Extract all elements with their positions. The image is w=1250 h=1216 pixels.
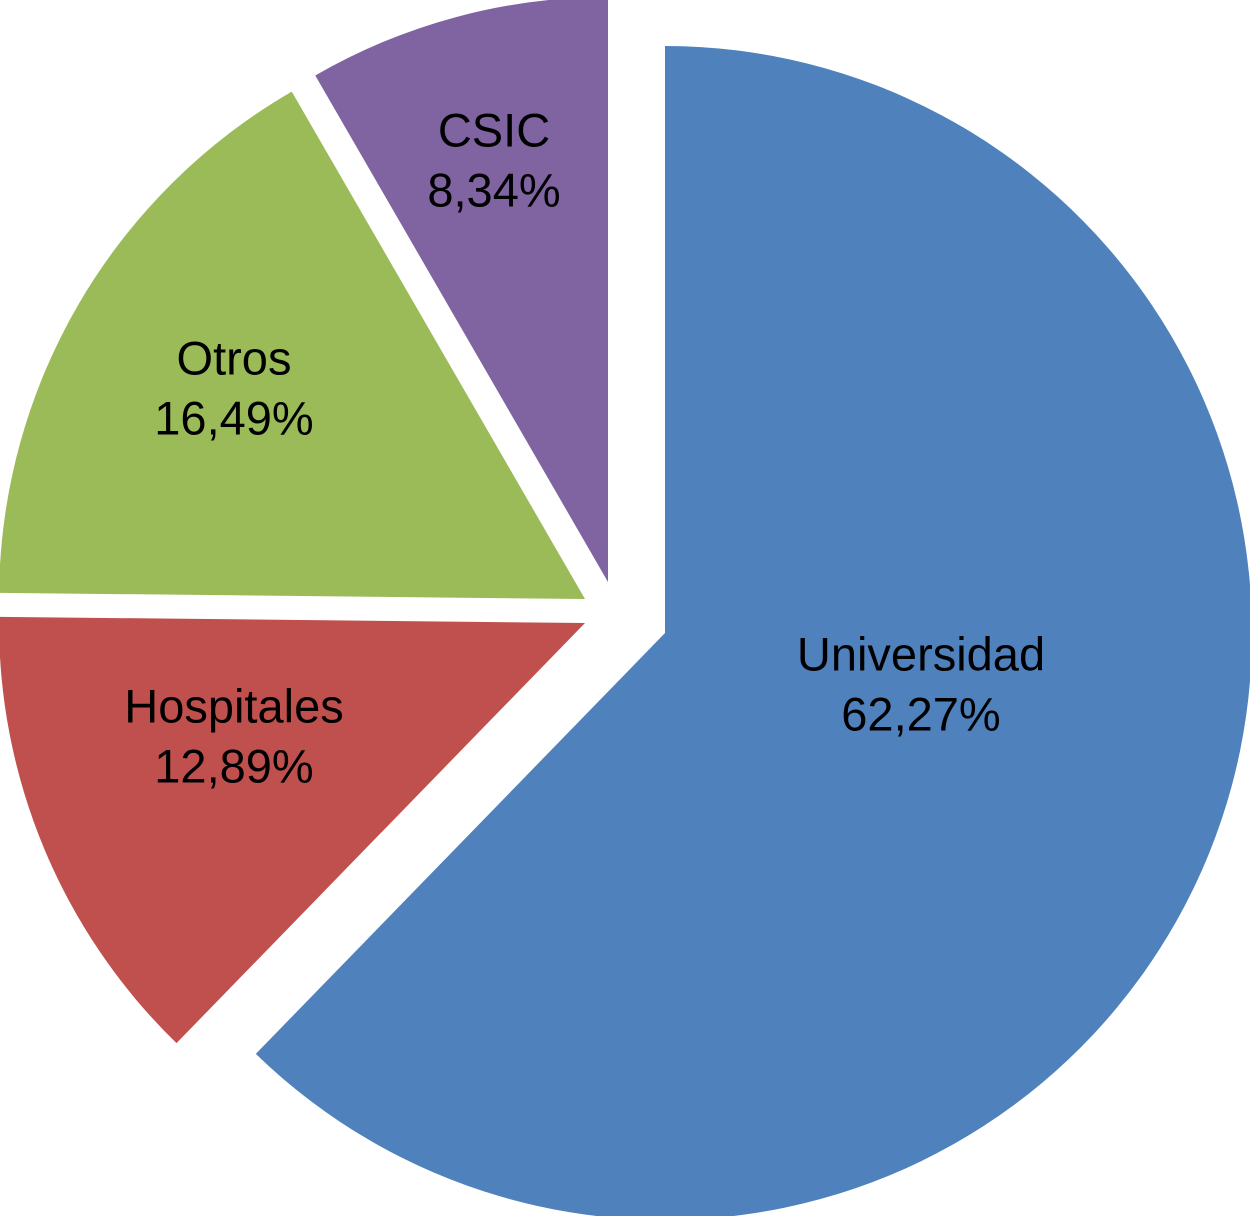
slice-name-label-csic: CSIC [438, 103, 550, 156]
pie-slice-csic [315, 0, 608, 582]
slice-value-label-otros: 16,49% [154, 391, 313, 444]
pie-labels: Universidad 62,27% Hospitales 12,89% Otros 16… [124, 103, 1045, 792]
slice-name-label-universidad: Universidad [797, 627, 1045, 680]
pie-slice-hospitales [0, 616, 585, 1044]
slice-name-label-otros: Otros [177, 331, 292, 384]
slice-value-label-universidad: 62,27% [841, 687, 1000, 740]
slice-value-label-hospitales: 12,89% [154, 739, 313, 792]
slice-name-label-hospitales: Hospitales [124, 679, 343, 732]
pie-slice-universidad [255, 46, 1250, 1216]
slice-value-label-csic: 8,34% [427, 163, 560, 216]
pie-slice-otros [0, 91, 585, 599]
